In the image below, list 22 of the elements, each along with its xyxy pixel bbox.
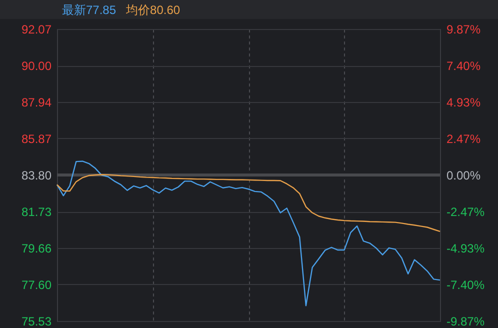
y-tick-label: 90.00 [21, 59, 52, 74]
y-tick-label: 79.66 [21, 242, 52, 256]
y2-tick-label: 2.47% [446, 132, 481, 146]
y2-tick-label: -7.40% [446, 278, 485, 292]
y-tick-label: 77.60 [21, 278, 52, 292]
y2-tick-label: 7.40% [446, 59, 481, 74]
y-tick-label: 75.53 [21, 314, 52, 328]
y2-tick-label: 4.93% [446, 96, 481, 110]
y2-tick-label: -4.93% [446, 241, 485, 256]
y-tick-label: 81.73 [21, 205, 52, 220]
y-tick-label: 87.94 [21, 95, 52, 110]
line-series [56, 174, 441, 232]
line-series [56, 160, 441, 306]
y-tick-label: 83.80 [21, 168, 52, 182]
y2-tick-label: 0.00% [446, 168, 481, 182]
y-tick-label: 85.87 [21, 132, 52, 146]
y2-tick-label: -2.47% [446, 205, 485, 220]
y-tick-label: 92.07 [21, 22, 52, 36]
text: 均价80.60 [126, 3, 180, 17]
y2-tick-label: -9.87% [446, 314, 485, 328]
text: 最新77.85 [62, 3, 116, 17]
y2-tick-label: 9.87% [446, 22, 481, 36]
